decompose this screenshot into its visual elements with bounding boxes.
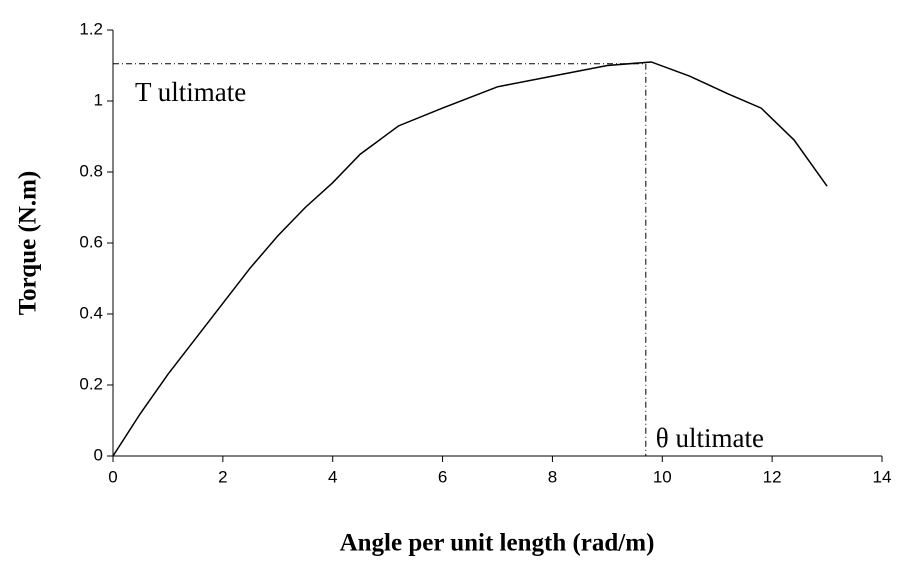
y-tick-label: 1 xyxy=(94,90,103,109)
y-tick-label: 0.4 xyxy=(79,303,103,322)
x-tick-label: 8 xyxy=(548,467,557,486)
x-tick-label: 4 xyxy=(328,467,337,486)
y-tick-label: 1.2 xyxy=(79,19,103,38)
x-tick-label: 0 xyxy=(108,467,117,486)
x-tick-label: 2 xyxy=(218,467,227,486)
y-axis-title: Torque (N.m) xyxy=(15,171,42,315)
annotation: θ ultimate xyxy=(656,423,764,453)
x-tick-label: 14 xyxy=(873,467,892,486)
x-axis-title: Angle per unit length (rad/m) xyxy=(340,530,655,557)
x-tick-label: 12 xyxy=(763,467,782,486)
x-tick-label: 6 xyxy=(438,467,447,486)
y-tick-label: 0.8 xyxy=(79,161,103,180)
data-line xyxy=(112,61,828,457)
x-tick-label: 10 xyxy=(653,467,672,486)
y-tick-label: 0 xyxy=(94,445,103,464)
y-tick-label: 0.2 xyxy=(79,374,103,393)
y-tick-label: 0.6 xyxy=(79,232,103,251)
annotation: T ultimate xyxy=(135,77,246,107)
